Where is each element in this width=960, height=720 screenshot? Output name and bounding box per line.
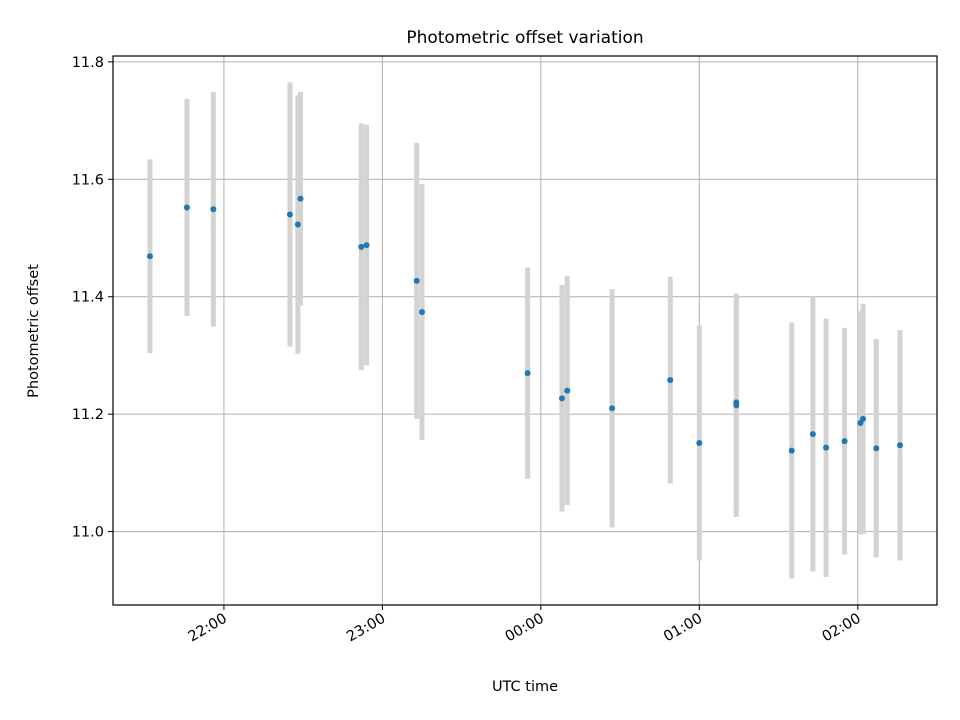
data-point	[897, 442, 904, 449]
data-point	[860, 415, 867, 422]
grid-layer	[113, 56, 937, 605]
data-point	[413, 277, 420, 284]
data-point	[564, 387, 571, 394]
data-point	[358, 243, 365, 250]
point-layer	[146, 195, 904, 454]
data-point	[524, 370, 531, 377]
data-point	[873, 445, 880, 452]
data-point	[146, 253, 153, 260]
data-point	[823, 444, 830, 451]
chart-title: Photometric offset variation	[406, 28, 643, 48]
data-point	[363, 242, 370, 249]
data-point	[210, 206, 217, 213]
data-point	[809, 431, 816, 438]
plot-frame	[112, 55, 938, 606]
y-tick-label: 11.0	[72, 525, 104, 541]
y-tick-label: 11.4	[72, 290, 104, 306]
data-point	[733, 399, 740, 406]
y-tick-label: 11.8	[72, 55, 104, 71]
y-tick-label: 11.2	[72, 407, 104, 423]
data-point	[696, 439, 703, 446]
y-tick-label: 11.6	[72, 172, 104, 188]
data-point	[286, 211, 293, 218]
x-axis-label: UTC time	[492, 679, 558, 695]
data-point	[667, 377, 674, 384]
data-point	[183, 204, 190, 211]
data-point	[419, 309, 425, 316]
data-point	[294, 221, 301, 228]
data-point	[297, 195, 304, 202]
data-point	[609, 405, 616, 412]
data-point	[841, 438, 848, 445]
data-point	[558, 395, 565, 402]
y-axis-label: Photometric offset	[26, 264, 42, 398]
data-point	[788, 447, 795, 454]
